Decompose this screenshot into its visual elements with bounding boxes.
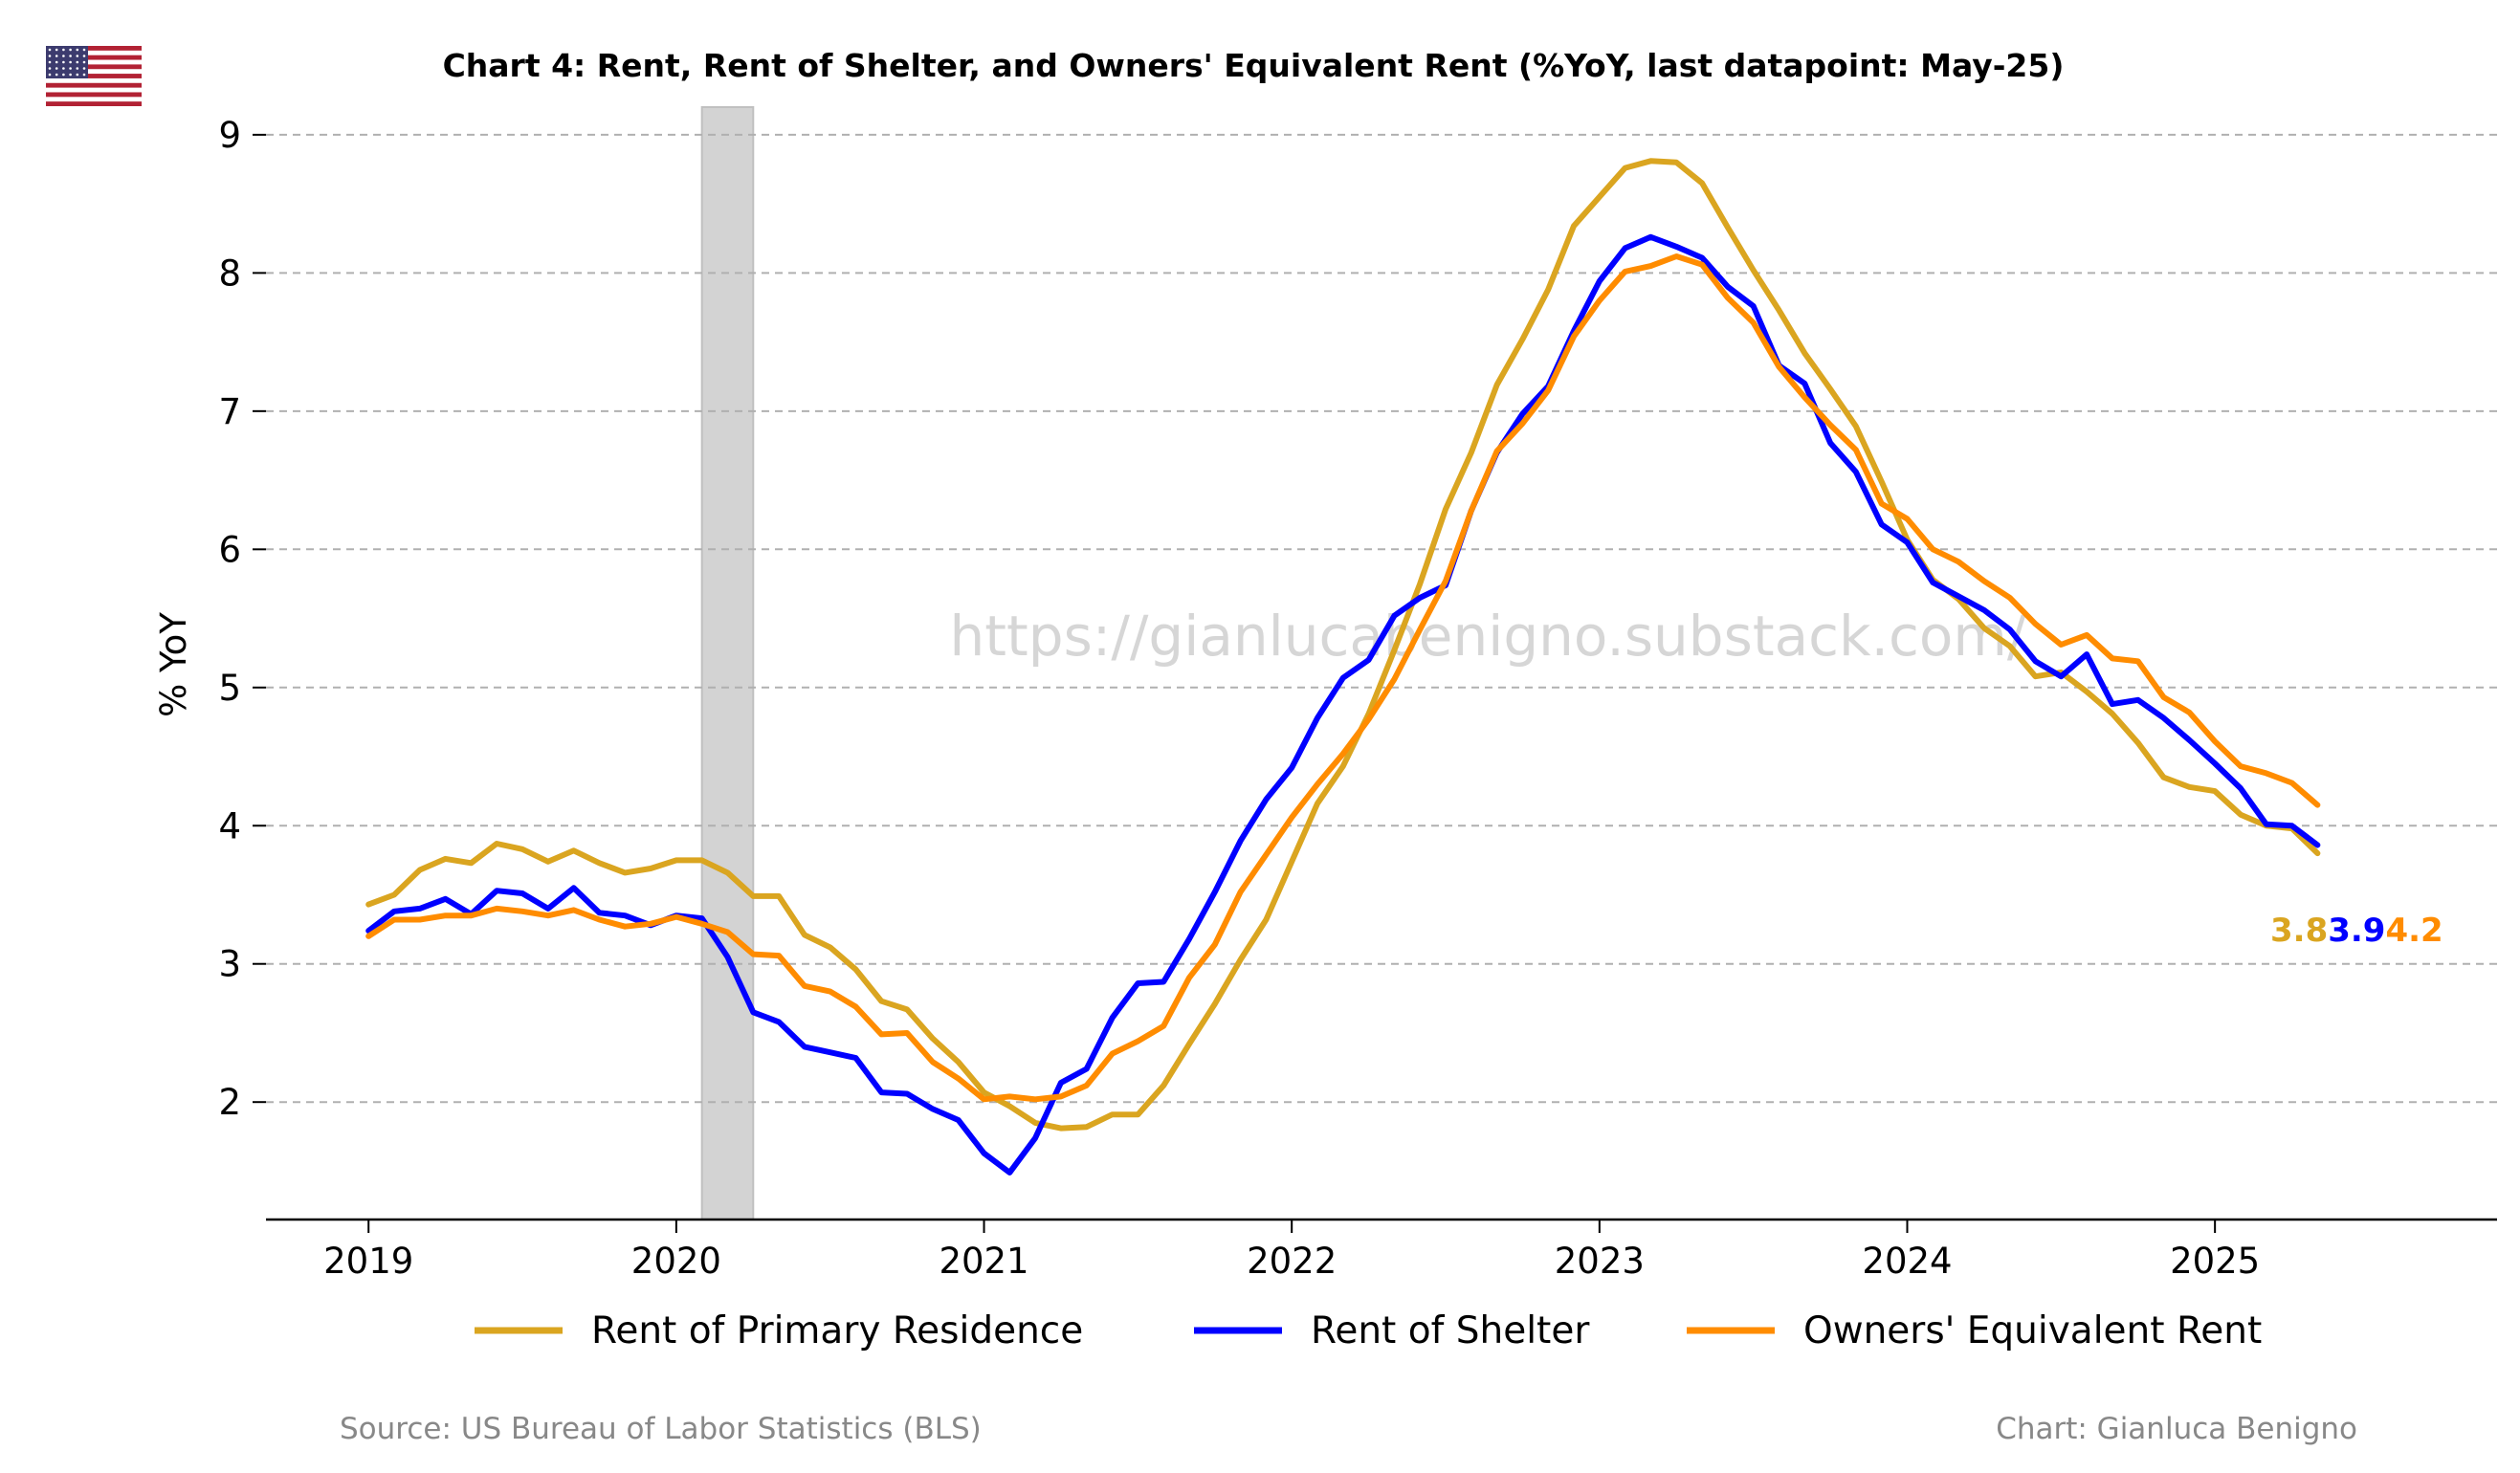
legend-label: Rent of Shelter bbox=[1311, 1309, 1590, 1352]
x-tick-label: 2024 bbox=[1862, 1241, 1952, 1282]
y-tick-label: 5 bbox=[218, 668, 241, 709]
y-tick-label: 6 bbox=[218, 529, 241, 570]
x-tick-label: 2020 bbox=[631, 1241, 721, 1282]
y-tick-label: 4 bbox=[218, 805, 241, 846]
us-flag-icon bbox=[46, 46, 142, 106]
legend-entry: Rent of Primary Residence bbox=[475, 1309, 1083, 1352]
series-line-owners-equivalent-rent bbox=[365, 253, 2321, 1103]
series-line-rent-of-shelter bbox=[365, 233, 2321, 1176]
x-tick-label: 2025 bbox=[2170, 1241, 2260, 1282]
legend-entry: Rent of Shelter bbox=[1194, 1309, 1590, 1352]
chart-title: Chart 4: Rent, Rent of Shelter, and Owne… bbox=[443, 47, 2065, 84]
watermark: https://gianlucabenigno.substack.com/ bbox=[950, 604, 2026, 669]
legend-label: Owners' Equivalent Rent bbox=[1803, 1309, 2262, 1352]
end-value-label: 3.8 bbox=[2270, 912, 2328, 950]
legend-label: Rent of Primary Residence bbox=[591, 1309, 1083, 1352]
chart-credit: Chart: Gianluca Benigno bbox=[1996, 1412, 2357, 1446]
legend-entry: Owners' Equivalent Rent bbox=[1687, 1309, 2262, 1352]
y-tick-label: 9 bbox=[218, 115, 241, 156]
end-value-labels: 3.83.94.2 bbox=[2270, 912, 2443, 950]
source-note: Source: US Bureau of Labor Statistics (B… bbox=[340, 1412, 982, 1446]
y-tick-label: 7 bbox=[218, 391, 241, 432]
y-tick-label: 8 bbox=[218, 253, 241, 294]
x-tick-label: 2022 bbox=[1247, 1241, 1337, 1282]
end-value-label: 4.2 bbox=[2385, 912, 2443, 950]
y-tick-label: 3 bbox=[218, 944, 241, 985]
y-tick-label: 2 bbox=[218, 1082, 241, 1123]
x-tick-label: 2023 bbox=[1555, 1241, 1645, 1282]
end-value-label: 3.9 bbox=[2328, 912, 2385, 950]
y-axis-label: % YoY bbox=[153, 612, 194, 717]
series-line-rent-of-primary-residence bbox=[365, 158, 2321, 1132]
x-tick-label: 2019 bbox=[323, 1241, 413, 1282]
x-tick-label: 2021 bbox=[939, 1241, 1028, 1282]
shaded-period bbox=[700, 106, 755, 1220]
